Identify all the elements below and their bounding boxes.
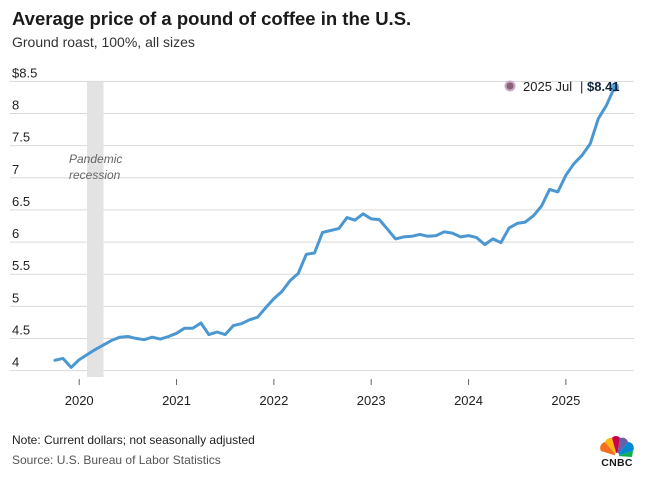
legend-dot [506, 82, 514, 90]
x-tick-label: 2021 [162, 393, 191, 408]
latest-value-annotation: 2025 Jul | $8.41 [504, 79, 620, 94]
footnote: Note: Current dollars; not seasonally ad… [12, 433, 255, 447]
peacock-icon [600, 436, 634, 458]
price-line [53, 85, 616, 369]
annotation-separator: | [580, 79, 583, 94]
chart-title: Average price of a pound of coffee in th… [12, 8, 412, 29]
x-tick-label: 2022 [259, 393, 288, 408]
y-tick-label: $8.5 [12, 65, 37, 80]
source-note: Source: U.S. Bureau of Labor Statistics [12, 453, 221, 467]
x-tick-label: 2025 [551, 393, 580, 408]
grid-lines [10, 80, 634, 372]
y-tick-label: 4.5 [12, 322, 30, 337]
annotation-date: 2025 Jul [523, 79, 572, 94]
y-tick-label: 5.5 [12, 258, 30, 273]
latest-point [610, 82, 620, 92]
cnbc-logo: CNBC [594, 436, 640, 470]
cnbc-logo-text: CNBC [601, 457, 633, 469]
recession-band: Pandemic recession [69, 81, 122, 377]
x-tick-label: 2020 [65, 393, 94, 408]
x-axis-ticks: 2020 2021 2022 2023 2024 2025 [65, 379, 580, 408]
x-tick-label: 2024 [454, 393, 483, 408]
y-tick-label: 8 [12, 98, 19, 113]
recession-band-rect [86, 81, 104, 377]
y-tick-label: 7 [12, 162, 19, 177]
y-tick-label: 7.5 [12, 130, 30, 145]
x-tick-label: 2023 [357, 393, 386, 408]
y-tick-label: 6 [12, 226, 19, 241]
y-axis-ticks: 4 4.5 5 5.5 6 6.5 7 7.5 8 $8.5 [12, 65, 37, 369]
recession-label: recession [69, 168, 121, 182]
recession-label: Pandemic [69, 152, 122, 166]
series-line [53, 85, 616, 369]
chart-subtitle: Ground roast, 100%, all sizes [12, 34, 195, 50]
annotation-value: $8.41 [587, 79, 620, 94]
y-tick-label: 6.5 [12, 194, 30, 209]
y-tick-label: 5 [12, 290, 19, 305]
y-tick-label: 4 [12, 355, 19, 370]
